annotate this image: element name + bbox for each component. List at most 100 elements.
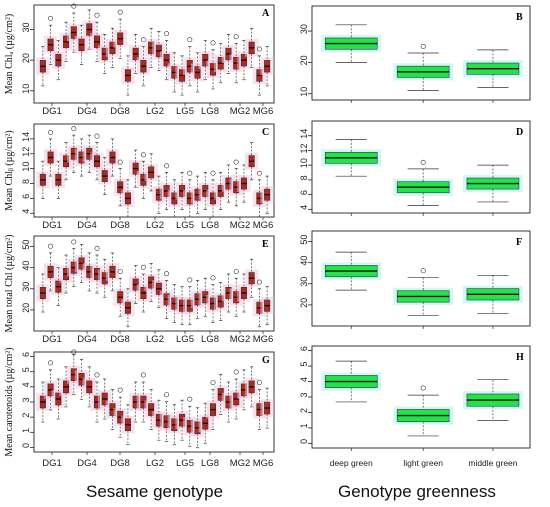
panel-a-xtick-label: LG5 [176, 106, 194, 117]
panel-h-box [321, 360, 382, 403]
panel-c-frame [33, 123, 275, 218]
panel-d-ytick-label: 6 [299, 190, 309, 195]
panel-e-xtick-label: DG4 [77, 334, 97, 345]
panel-d-letter: D [516, 127, 523, 138]
panel-c-xtick-label: DG8 [110, 220, 130, 231]
panel-e-xtick-label: LG5 [176, 334, 194, 345]
panel-c-xtick-label: LG5 [176, 220, 194, 231]
panel-g-xtick-label: MG6 [253, 458, 274, 469]
panel-a-box [121, 55, 135, 96]
panel-a-frame [33, 4, 275, 104]
panel-h-ytick-label: 4 [299, 377, 309, 382]
panel-d-ytick-label: 10 [299, 158, 309, 168]
panel-g-outlier [256, 380, 262, 386]
panel-a-outlier [48, 15, 54, 21]
panel-c-outlier [140, 152, 146, 158]
panel-a-outlier [164, 31, 170, 37]
panel-h-ytick-label: 0 [299, 439, 309, 444]
panel-g-box [260, 387, 274, 429]
panel-c-letter: C [262, 127, 269, 138]
panel-g-outlier [48, 360, 54, 366]
panel-g-box [82, 366, 96, 408]
panel-a-ytick-label: 20 [21, 53, 31, 63]
panel-f-outlier [420, 268, 426, 274]
panel-c-box [51, 160, 66, 199]
panel-b-letter: B [516, 12, 523, 23]
panel-a-xtick-label: MG2 [230, 106, 251, 117]
panel-f-ytick-label: 40 [299, 256, 309, 266]
panel-h-category-label: deep green [330, 458, 373, 468]
panel-d-ytick-label: 4 [299, 205, 309, 210]
panel-c-outlier [117, 159, 123, 165]
panel-e-xtick-label: DG1 [42, 334, 62, 345]
panel-g-ytick-label: 2 [21, 413, 31, 418]
panel-e-y-axis-title: Mean total Chl (µg/cm²) [4, 235, 15, 333]
panel-c-outlier [48, 129, 54, 135]
panel-g-ytick-label: 1 [21, 428, 31, 433]
panel-g-outlier [71, 349, 77, 355]
panel-f-ytick-label: 20 [299, 298, 309, 308]
panel-c-ytick-label: 6 [21, 194, 31, 199]
panel-e-box [244, 258, 259, 298]
panel-g-ytick-label: 4 [21, 382, 31, 387]
panel-d-ytick-label: 14 [299, 129, 309, 139]
panel-a-outlier [187, 37, 193, 43]
panel-e-outlier [164, 271, 170, 277]
panel-b-ytick-label: 30 [299, 24, 309, 34]
panel-f-letter: F [516, 237, 522, 248]
panel-f-box [393, 268, 454, 316]
panel-h-ytick-label: 3 [299, 392, 309, 397]
panel-d-ytick-label: 8 [299, 175, 309, 180]
panel-e-xtick-label: DG8 [110, 334, 130, 345]
panel-a-box [260, 46, 274, 87]
panel-e-outlier [48, 243, 54, 249]
panel-a-outlier [71, 3, 77, 9]
panel-g-xtick-label: DG1 [42, 458, 62, 469]
panel-g-outlier [164, 392, 170, 398]
panel-c-outlier [256, 170, 262, 176]
panel-f-ytick-label: 30 [299, 277, 309, 287]
panel-b-box [321, 24, 382, 63]
panel-a-box [36, 46, 50, 87]
panel-f-box [321, 251, 382, 291]
panel-e-ytick-label: 40 [21, 261, 31, 271]
panel-h-ytick-label: 6 [299, 346, 309, 351]
panel-a-box [113, 9, 127, 59]
panel-c-box [260, 175, 274, 214]
panel-e-box [237, 273, 251, 313]
panel-a-outlier [117, 9, 123, 15]
panel-e-frame [33, 235, 275, 332]
panel-g-y-axis-title: Mean carotenoids (µg/cm²) [4, 347, 15, 456]
panel-c-xtick-label: LG2 [146, 220, 164, 231]
panel-a-letter: A [262, 8, 270, 19]
panel-g-xtick-label: MG2 [230, 458, 251, 469]
panel-a-xtick-label: LG8 [201, 106, 219, 117]
panel-e-outlier [256, 279, 262, 285]
panel-h-box [462, 379, 523, 421]
panel-a-outlier [233, 34, 239, 40]
panel-c-ytick-label: 10 [21, 162, 31, 172]
panel-e-outlier [117, 269, 123, 275]
panel-g-box [198, 402, 212, 444]
panel-e-box [260, 286, 274, 326]
panel-c-xtick-label: DG1 [42, 220, 62, 231]
panel-g-outlier [140, 372, 146, 378]
panel-h-ytick-label: 1 [299, 423, 309, 428]
panel-c-box [43, 129, 58, 177]
panel-b-outlier [420, 43, 426, 49]
panel-e-ytick-label: 30 [21, 282, 31, 292]
panel-f-ytick-label: 50 [299, 235, 309, 245]
panel-a-y-axis-title: Mean Chlₐ (µg/cm²) [4, 14, 15, 94]
panel-h-box [393, 385, 454, 437]
panel-e-outlier [187, 277, 193, 283]
panel-c-outlier [233, 159, 239, 165]
panel-a-xtick-label: DG1 [42, 106, 62, 117]
panel-e-box [36, 273, 50, 313]
panel-c-ytick-label: 4 [21, 209, 31, 214]
panel-g-xtick-label: LG5 [176, 458, 194, 469]
panel-g-outlier [94, 372, 100, 378]
panel-c-box [244, 142, 259, 181]
panel-c-xtick-label: LG8 [201, 220, 219, 231]
panel-g-xtick-label: LG8 [201, 458, 219, 469]
